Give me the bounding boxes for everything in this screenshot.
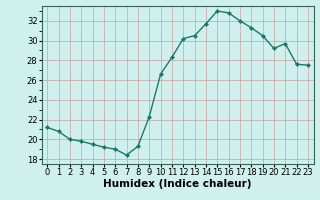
X-axis label: Humidex (Indice chaleur): Humidex (Indice chaleur): [103, 179, 252, 189]
